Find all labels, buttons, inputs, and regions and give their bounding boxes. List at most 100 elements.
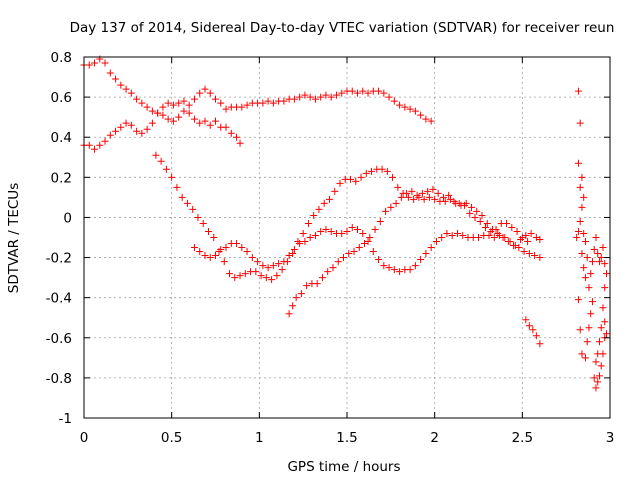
data-point: [220, 258, 228, 266]
data-point: [243, 101, 251, 109]
data-point: [180, 107, 188, 115]
data-point: [492, 225, 500, 233]
data-point: [196, 119, 204, 127]
data-point: [441, 197, 449, 205]
data-point: [487, 227, 495, 235]
data-point: [371, 225, 379, 233]
x-tick-label: 2.5: [512, 430, 533, 446]
data-point: [345, 250, 353, 258]
data-point: [518, 234, 526, 241]
data-point: [450, 197, 458, 205]
data-point: [310, 211, 318, 219]
x-tick-label: 0.5: [161, 430, 182, 446]
data-point: [169, 101, 177, 109]
chart-title: Day 137 of 2014, Sidereal Day-to-day VTE…: [70, 20, 615, 36]
data-point: [257, 272, 265, 280]
data-point: [243, 248, 251, 256]
data-point: [127, 121, 135, 129]
data-point: [408, 187, 416, 195]
data-point: [376, 217, 384, 225]
data-point: [133, 95, 141, 103]
data-point: [525, 322, 533, 330]
data-point: [362, 169, 370, 177]
gridlines: [84, 57, 610, 418]
data-point: [285, 310, 293, 318]
data-point: [522, 231, 530, 239]
data-point: [254, 258, 262, 266]
data-point: [206, 89, 214, 97]
data-point: [101, 59, 109, 67]
data-point: [581, 238, 589, 246]
data-point: [382, 207, 390, 215]
data-point: [585, 284, 593, 292]
data-point: [159, 103, 167, 111]
data-point: [429, 185, 437, 193]
data-point: [581, 354, 589, 362]
data-point: [511, 242, 519, 250]
data-point: [580, 264, 588, 272]
data-point: [392, 199, 400, 207]
data-point: [112, 127, 120, 135]
data-point: [432, 238, 440, 246]
data-point: [406, 266, 414, 274]
data-point: [424, 187, 432, 195]
data-point: [580, 193, 588, 201]
data-point: [357, 173, 365, 181]
data-point: [262, 274, 270, 282]
data-point: [396, 268, 404, 276]
data-point: [508, 223, 516, 231]
data-point: [183, 199, 191, 207]
data-point: [390, 97, 398, 105]
data-point: [359, 229, 367, 237]
data-point: [427, 117, 435, 125]
data-point: [501, 234, 509, 241]
data-point: [210, 234, 218, 241]
data-point: [369, 248, 377, 256]
y-tick-label: 0: [63, 210, 72, 226]
data-point: [196, 89, 204, 97]
data-point: [301, 91, 309, 99]
data-point: [503, 219, 511, 227]
data-point: [317, 93, 325, 101]
data-point: [259, 99, 267, 107]
data-point: [301, 238, 309, 246]
data-point: [397, 193, 405, 201]
data-point: [138, 99, 146, 107]
data-point: [375, 256, 383, 264]
data-point: [420, 195, 428, 203]
data-point: [404, 193, 412, 201]
data-points: [80, 55, 610, 392]
data-point: [595, 338, 603, 346]
data-point: [157, 157, 165, 165]
data-point: [327, 227, 335, 235]
data-point: [411, 107, 419, 115]
data-point: [290, 246, 298, 254]
data-point: [343, 227, 351, 235]
data-point: [238, 103, 246, 111]
data-point: [383, 167, 391, 175]
data-point: [206, 121, 214, 129]
data-point: [524, 238, 532, 246]
data-point: [438, 234, 446, 241]
data-point: [506, 238, 514, 246]
data-point: [583, 338, 591, 346]
data-point: [180, 97, 188, 105]
y-axis-label: SDTVAR / TECUs: [6, 183, 22, 293]
data-point: [413, 191, 421, 199]
data-point: [375, 87, 383, 95]
data-point: [602, 270, 610, 278]
y-tick-label: 0.2: [51, 170, 72, 186]
data-point: [164, 115, 172, 123]
data-point: [299, 229, 307, 237]
data-point: [217, 246, 225, 254]
data-point: [289, 302, 297, 310]
data-point: [322, 225, 330, 233]
data-point: [317, 227, 325, 235]
x-tick-label: 1: [255, 430, 264, 446]
data-point: [355, 244, 363, 252]
data-point: [190, 95, 198, 103]
data-point: [306, 93, 314, 101]
data-point: [475, 234, 482, 241]
data-point: [101, 137, 109, 145]
